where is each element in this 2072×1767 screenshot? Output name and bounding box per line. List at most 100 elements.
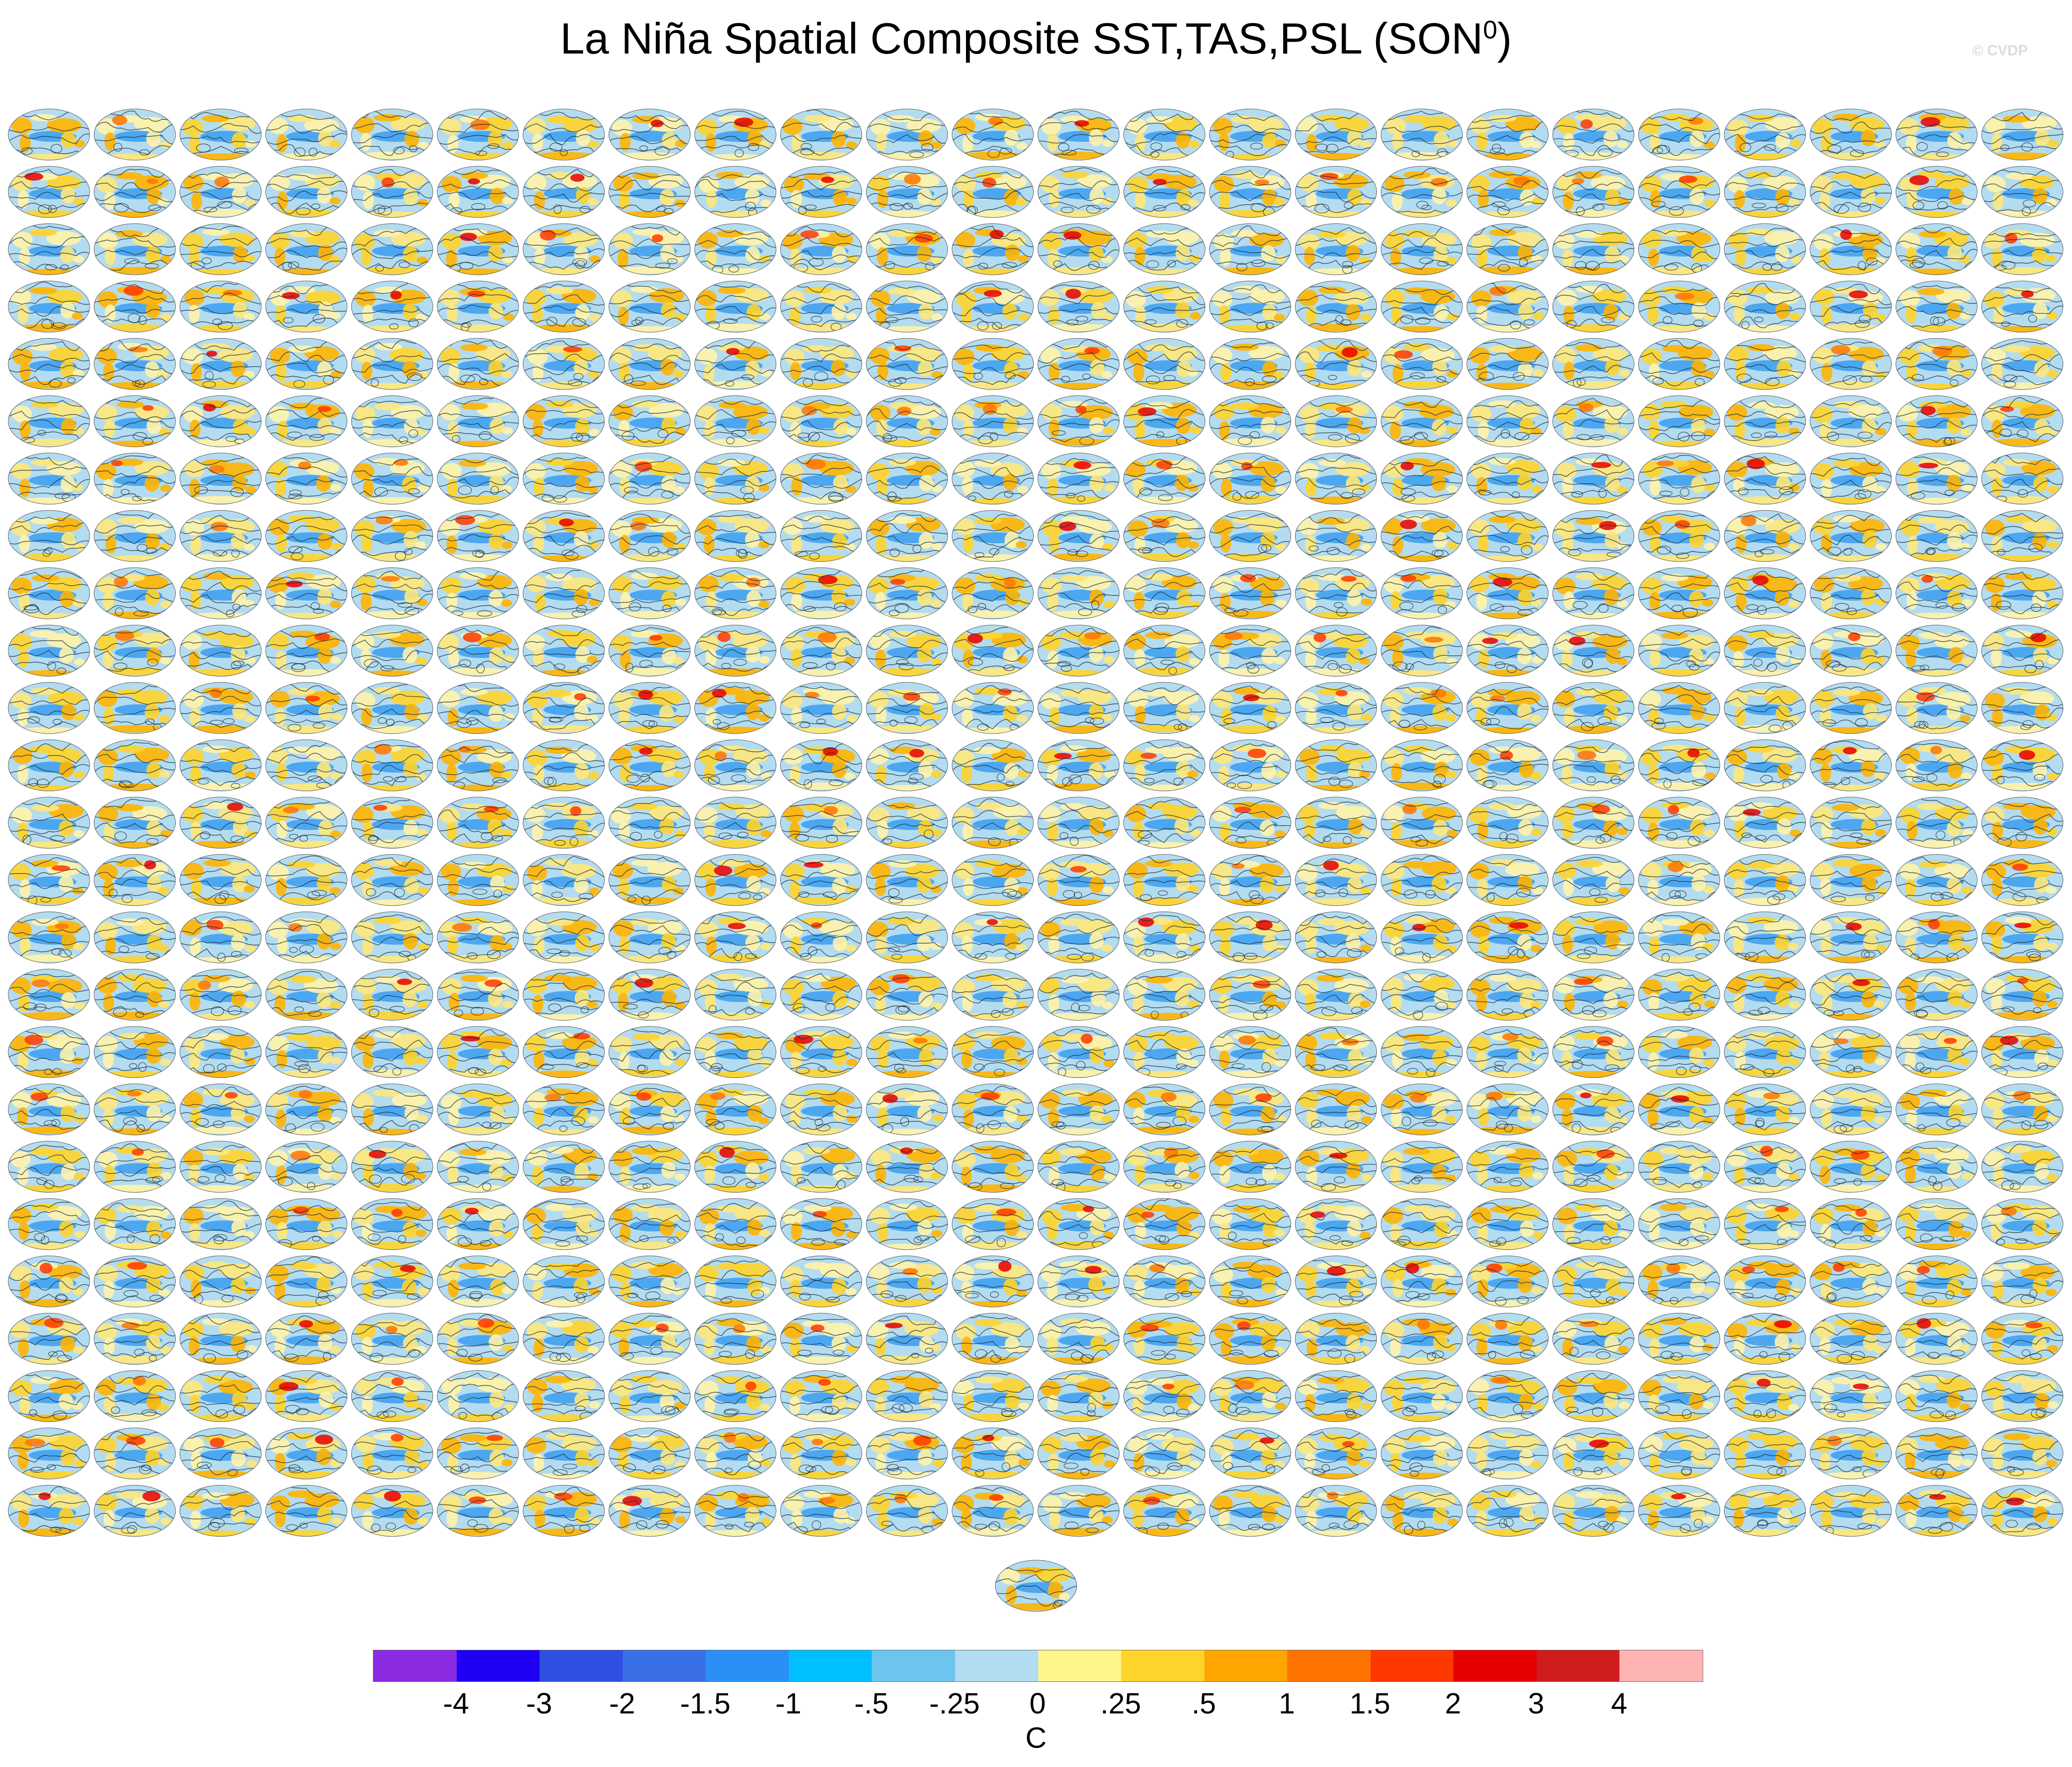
map-panel [609,682,691,734]
map-panel [952,395,1034,447]
map-panel [265,1427,347,1480]
map-panel [1467,625,1549,677]
map-panel [694,1026,777,1078]
map-panel [694,338,777,390]
map-panel [1037,1485,1120,1537]
map-panel [1295,969,1377,1021]
map-panel [1981,854,2063,906]
map-panel [609,739,691,791]
map-panel [1209,969,1291,1021]
map-panel [1552,1427,1635,1480]
map-panel [1467,453,1549,505]
map-panel [1381,1255,1463,1308]
map-panel [1638,395,1720,447]
map-panel [1295,1370,1377,1422]
map-panel [780,911,862,963]
colorbar-tick-label: 1.5 [1349,1687,1391,1720]
map-panel [780,1370,862,1422]
map-panel [1724,854,1806,906]
map-panel [1381,969,1463,1021]
map-panel [694,797,777,849]
map-panel [8,1083,90,1135]
map-panel [1810,1485,1892,1537]
colorbar-segment [788,1650,872,1681]
map-panel [866,338,948,390]
map-panel [780,338,862,390]
map-panel [179,1198,262,1250]
map-panel [1037,1255,1120,1308]
map-panel [1981,166,2063,218]
map-panel [437,625,519,677]
map-panel [437,166,519,218]
map-panel [265,854,347,906]
map-panel [694,1198,777,1250]
map-panel [1295,1427,1377,1480]
map-panel [8,969,90,1021]
map-panel [1810,739,1892,791]
map-panel [523,739,605,791]
map-panel [1724,797,1806,849]
map-panel [1209,739,1291,791]
map-panel [694,395,777,447]
map-panel [1724,338,1806,390]
map-panel [1123,625,1205,677]
map-panel [1295,108,1377,161]
map-panel [952,1313,1034,1365]
map-panel [1895,567,1978,619]
map-panel [952,1026,1034,1078]
map-panel [351,567,433,619]
map-panel [1467,1427,1549,1480]
map-panel [1638,1255,1720,1308]
map-panel [780,797,862,849]
map-panel [1638,567,1720,619]
map-panel [694,223,777,276]
map-panel [1123,108,1205,161]
map-panel [179,223,262,276]
map-panel [1810,1255,1892,1308]
map-panel [523,1313,605,1365]
map-panel [437,281,519,333]
map-panel [523,166,605,218]
map-panel [8,453,90,505]
map-panel [1810,1427,1892,1480]
map-panel [952,1255,1034,1308]
colorbar-tick-label: -3 [526,1687,552,1720]
map-panel [1037,510,1120,562]
map-panel [1724,567,1806,619]
map-panel [609,969,691,1021]
map-panel [1724,510,1806,562]
map-panel [351,1313,433,1365]
map-panel [866,682,948,734]
map-panel [1981,969,2063,1021]
map-panel [1037,797,1120,849]
map-panel [94,1485,176,1537]
map-panel [1209,1026,1291,1078]
map-panel [523,281,605,333]
map-panel [1552,911,1635,963]
map-panel [952,911,1034,963]
map-panel [609,854,691,906]
map-panel [1552,453,1635,505]
map-panel [866,1198,948,1250]
map-panel [1638,108,1720,161]
map-panel [437,739,519,791]
map-panel [1810,1370,1892,1422]
map-panel [265,911,347,963]
map-panel [1295,1083,1377,1135]
map-panel [1552,510,1635,562]
map-panel [437,108,519,161]
map-panel [1295,1255,1377,1308]
map-panel [351,682,433,734]
colorbar-units: C [1025,1721,1047,1754]
map-panel [694,281,777,333]
colorbar-tick-label: -1 [775,1687,802,1720]
map-panel [1895,223,1978,276]
map-panels-svg [8,108,2063,1612]
map-panel [1467,1198,1549,1250]
map-panel [1037,1313,1120,1365]
map-panel [1295,1198,1377,1250]
map-panel [609,1198,691,1250]
map-panel [1381,1140,1463,1193]
map-panel [523,1370,605,1422]
map-panel [1123,911,1205,963]
